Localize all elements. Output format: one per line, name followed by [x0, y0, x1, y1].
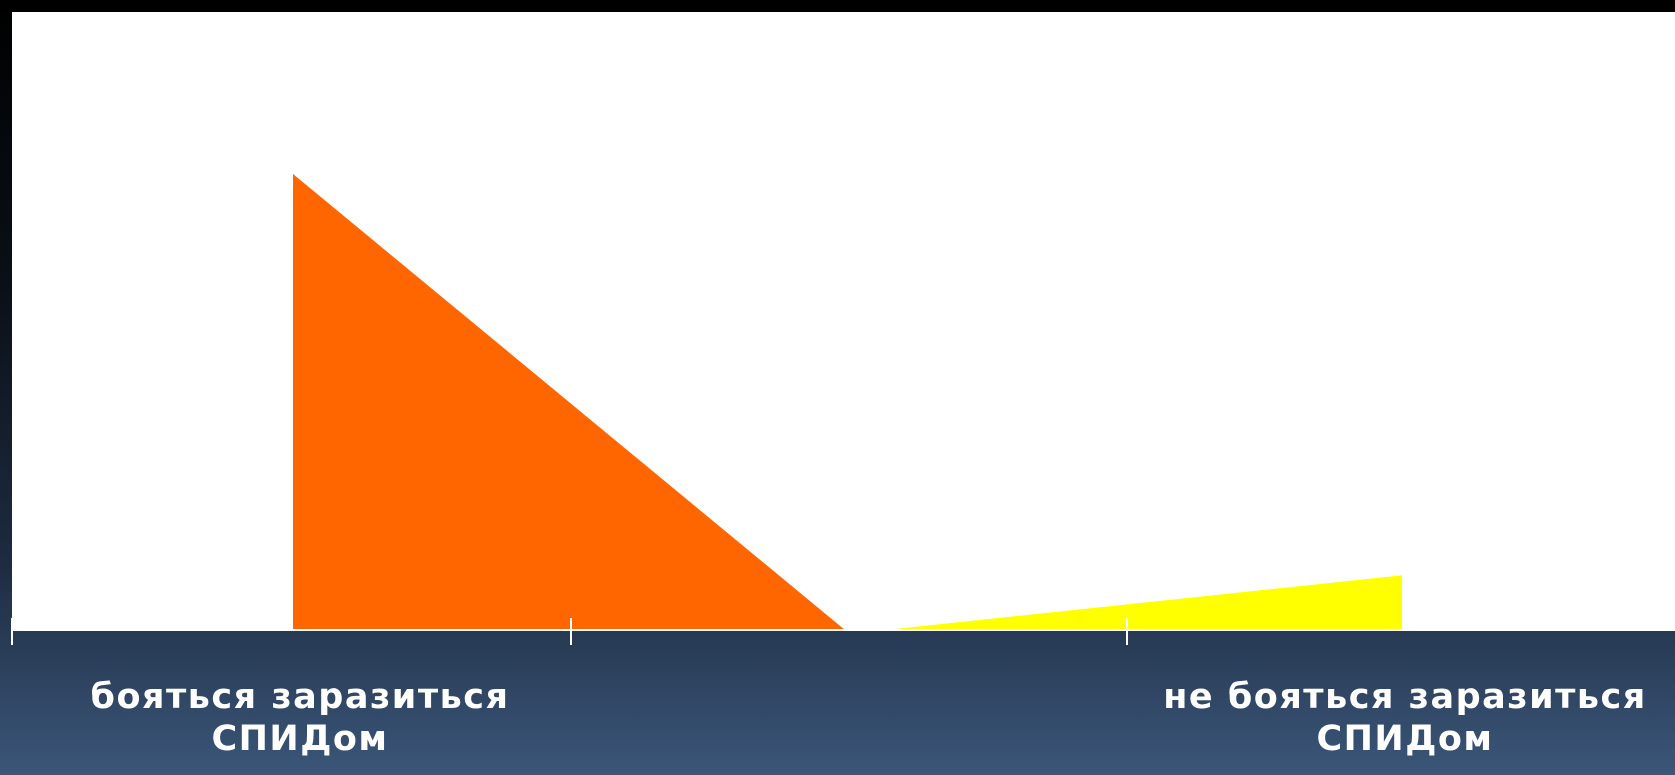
area-series-fear: [293, 174, 845, 630]
x-axis: [11, 618, 1675, 645]
area-series-no-fear: [885, 575, 1402, 630]
plot-area: [12, 12, 1675, 630]
category-label-no-fear: не бояться заразиться СПИДом: [1163, 677, 1647, 759]
category-label-fear: бояться заразиться СПИДом: [90, 677, 510, 759]
series-layer: [293, 174, 1402, 630]
